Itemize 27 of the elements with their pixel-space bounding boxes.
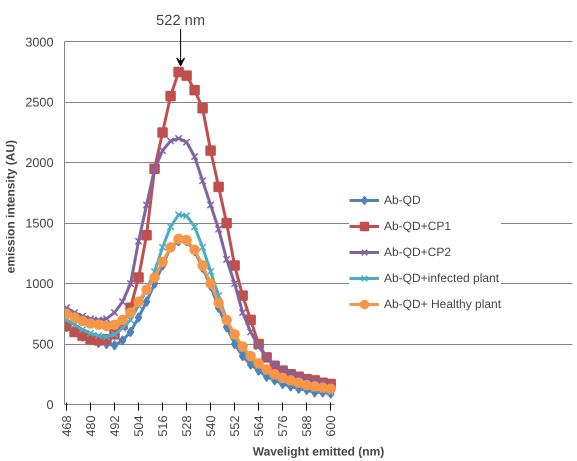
- y-tick-label: 1000: [25, 277, 54, 292]
- x-tick-label: 468: [60, 415, 74, 437]
- x-tick-label: 504: [132, 415, 146, 437]
- x-tick-label: 552: [228, 415, 242, 437]
- legend-label: Ab-QD+CP2: [384, 245, 452, 259]
- y-tick-label: 0: [46, 398, 54, 412]
- x-tick-label: 564: [252, 415, 266, 437]
- legend-label: Ab-QD+ Healthy plant: [384, 297, 502, 311]
- y-tick-label: 1500: [25, 216, 54, 231]
- annotation: 522 nm: [156, 13, 206, 30]
- x-axis-title: Wavelight emitted (nm): [252, 444, 384, 459]
- x-tick-label: 528: [180, 415, 194, 437]
- x-tick-label: 576: [276, 415, 290, 437]
- legend-label: Ab-QD: [384, 193, 421, 207]
- x-tick-label: 492: [108, 415, 122, 437]
- y-tick-label: 3000: [25, 35, 54, 50]
- x-tick-label: 516: [156, 415, 170, 437]
- y-tick-label: 2500: [25, 96, 54, 110]
- y-tick-label: 2000: [25, 156, 54, 170]
- legend-label: Ab-QD+infected plant: [384, 271, 500, 285]
- x-tick-label: 480: [84, 415, 98, 437]
- x-tick-label: 588: [300, 415, 314, 437]
- y-tick-label: 500: [32, 338, 54, 352]
- x-tick-label: 540: [204, 415, 218, 437]
- x-tick-label: 600: [324, 415, 338, 437]
- y-axis-title: emission intensity (AU): [3, 140, 18, 274]
- legend-label: Ab-QD+CP1: [384, 219, 452, 233]
